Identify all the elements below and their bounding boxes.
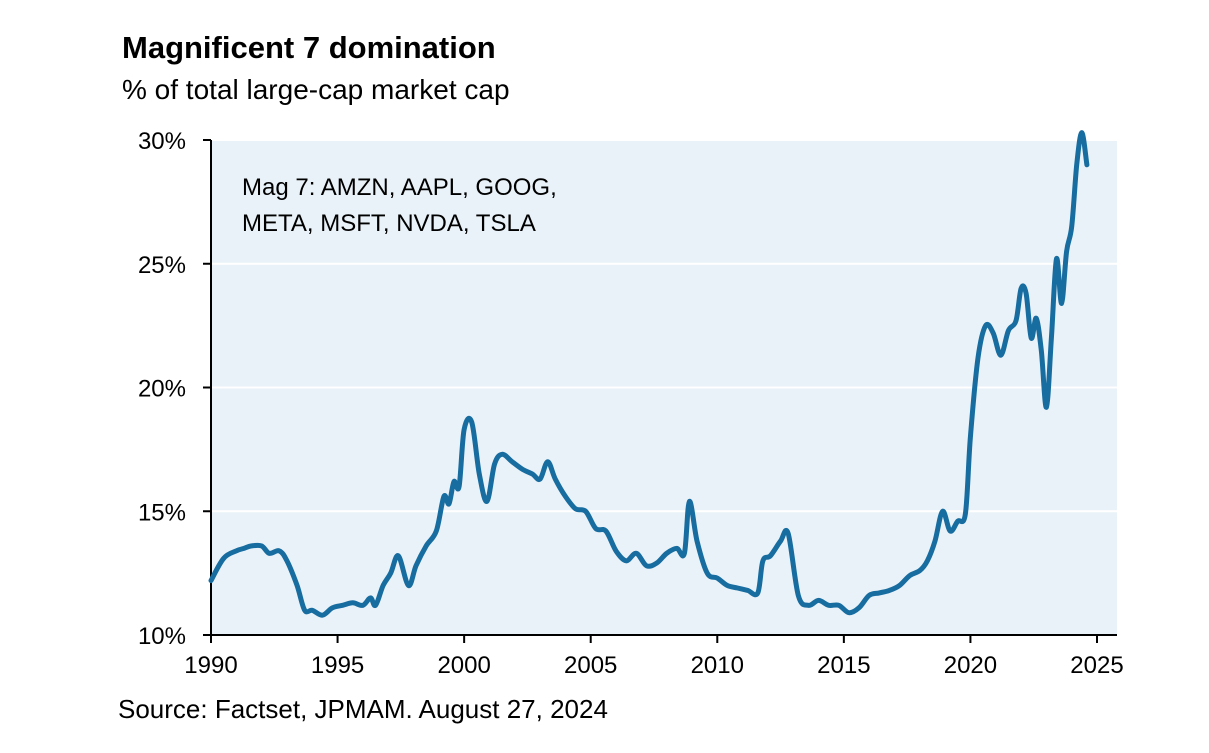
x-tick-label: 2020 — [944, 652, 997, 679]
x-tick-label: 1995 — [311, 652, 364, 679]
y-tick-label: 30% — [138, 128, 186, 155]
x-tick-label: 1990 — [184, 652, 237, 679]
series-layer — [208, 130, 1090, 618]
annotation-line-1: Mag 7: AMZN, AAPL, GOOG, — [242, 174, 557, 201]
chart-title: Magnificent 7 domination — [122, 30, 496, 65]
source-note: Source: Factset, JPMAM. August 27, 2024 — [118, 694, 608, 724]
x-tick-label: 2025 — [1070, 652, 1123, 679]
series-line-mag7 — [208, 130, 1090, 618]
axes: 10% 15% 20% 25% 30% 1990 1995 2000 2005 2010 2015 2… — [138, 128, 1124, 679]
x-tick-label: 2005 — [564, 652, 617, 679]
x-tick-label: 2000 — [437, 652, 490, 679]
y-tick-label: 25% — [138, 252, 186, 279]
annotation-line-2: META, MSFT, NVDA, TSLA — [242, 210, 536, 237]
y-tick-label: 10% — [138, 623, 186, 650]
x-tick-label: 2010 — [691, 652, 744, 679]
y-tick-label: 15% — [138, 499, 186, 526]
y-tick-label: 20% — [138, 376, 186, 403]
chart-subtitle: % of total large-cap market cap — [122, 74, 510, 105]
x-tick-label: 2015 — [817, 652, 870, 679]
